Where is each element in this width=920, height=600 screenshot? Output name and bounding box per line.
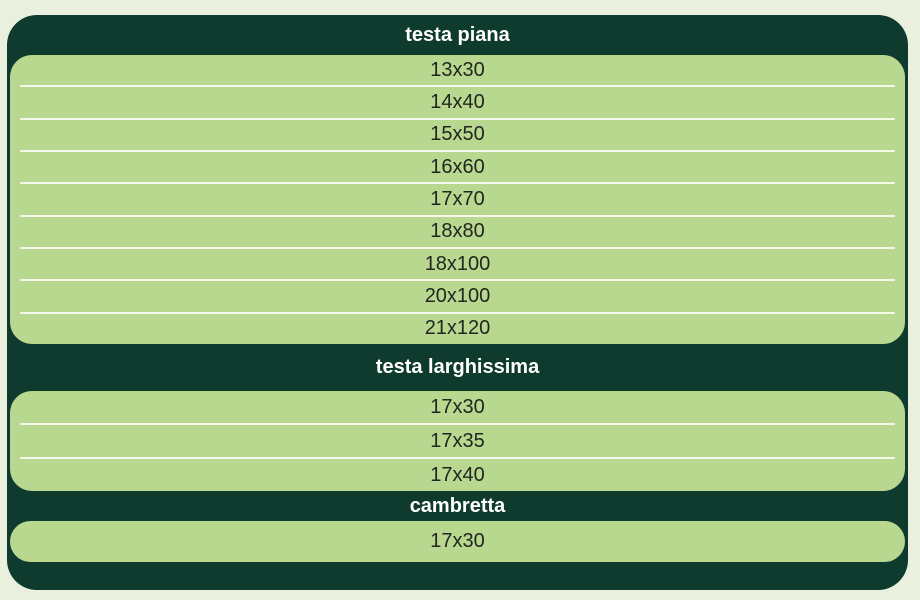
- row-separator: [20, 311, 895, 314]
- row-separator: [20, 279, 895, 282]
- row-separator: [20, 214, 895, 217]
- row-separator: [20, 457, 895, 459]
- size-row: 20x100: [424, 284, 491, 307]
- size-row: 18x80: [430, 220, 485, 243]
- size-row: 17x70: [430, 187, 485, 210]
- section-header-cambretta: cambretta: [409, 494, 506, 517]
- size-row: 18x100: [424, 252, 491, 275]
- section-body-testa-larghissima: 17x30 17x35 17x40: [10, 391, 905, 491]
- row-separator: [20, 117, 895, 120]
- section-header-testa-piana: testa piana: [405, 23, 510, 46]
- row-separator: [20, 85, 895, 88]
- section-body-testa-piana: 13x30 14x40 15x50 16x60 17x70 18x80 18x1…: [10, 55, 905, 344]
- row-separator: [20, 149, 895, 152]
- size-row: 16x60: [430, 155, 485, 178]
- row-separator: [20, 182, 895, 185]
- size-table: testa piana 13x30 14x40 15x50 16x60 17x7…: [7, 15, 908, 590]
- size-row: 17x35: [430, 429, 485, 452]
- size-row: 14x40: [430, 90, 485, 113]
- size-row: 17x30: [430, 530, 485, 552]
- row-separator: [20, 423, 895, 425]
- size-row: 13x30: [430, 58, 485, 81]
- row-separator: [20, 246, 895, 249]
- size-row: 21x120: [424, 317, 491, 340]
- size-row: 17x30: [430, 395, 485, 418]
- size-row: 15x50: [430, 123, 485, 146]
- section-header-testa-larghissima: testa larghissima: [375, 356, 540, 378]
- section-body-cambretta: 17x30: [10, 521, 905, 562]
- size-row: 17x40: [430, 463, 485, 486]
